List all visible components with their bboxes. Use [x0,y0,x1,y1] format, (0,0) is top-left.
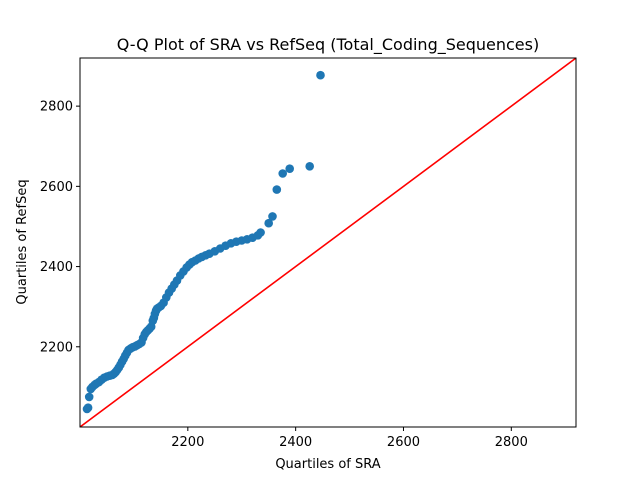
data-point [272,185,282,194]
y-tick-label: 2200 [40,340,73,355]
y-tick-label: 2600 [40,180,73,195]
data-point [285,164,295,173]
plot-area [80,58,576,427]
y-tick-label: 2800 [40,100,73,115]
x-tick-label: 2200 [171,435,204,450]
data-point [83,403,93,413]
data-point [278,169,288,178]
y-axis-label: Quartiles of RefSeq [15,179,30,304]
data-point [256,228,265,237]
chart-title: Q-Q Plot of SRA vs RefSeq (Total_Coding_… [117,35,539,55]
data-point [305,162,315,171]
y-axis-ticks: 2200 2400 2600 2800 [40,100,80,355]
reference-line [80,58,576,427]
data-point [84,392,94,402]
x-axis-label: Quartiles of SRA [275,457,380,472]
data-point [316,70,325,80]
x-tick-label: 2800 [495,435,528,450]
x-axis-ticks: 2200 2400 2600 2800 [171,427,528,450]
data-point [264,218,274,228]
data-point [268,212,277,221]
y-tick-label: 2400 [40,260,73,275]
axes-frame [79,57,577,428]
x-tick-label: 2400 [279,435,312,450]
x-tick-label: 2600 [387,435,420,450]
